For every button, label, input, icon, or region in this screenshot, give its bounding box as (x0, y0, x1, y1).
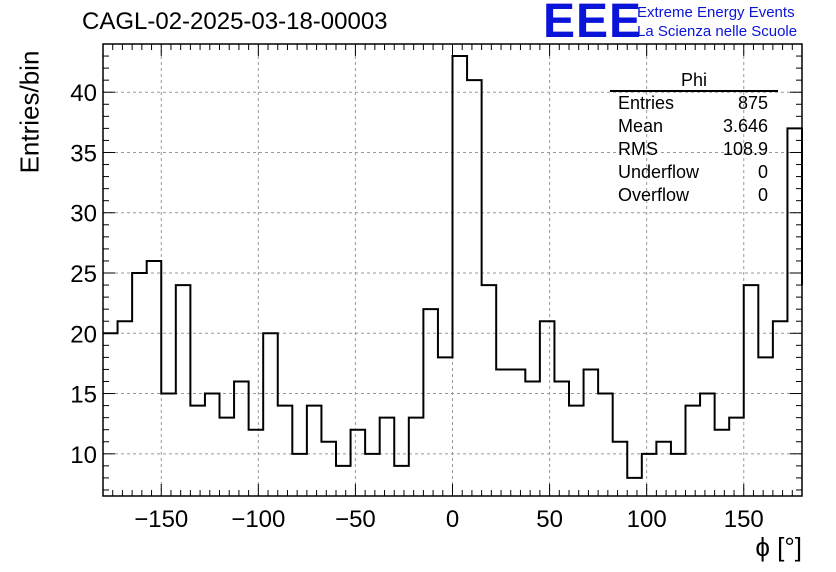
histogram-series (103, 55, 803, 479)
stats-row-mean: Mean 3.646 (610, 115, 778, 138)
stats-label: Entries (618, 93, 675, 113)
y-tick-label: 25 (70, 261, 97, 288)
chart-title: CAGL-02-2025-03-18-00003 (82, 8, 388, 35)
y-tick-label: 20 (70, 321, 97, 348)
stats-box-name: Phi (610, 70, 778, 92)
x-tick-label: 100 (627, 506, 667, 533)
stats-label: RMS (618, 139, 658, 159)
stats-row-entries: Entries 875 (610, 92, 778, 115)
stats-label: Mean (618, 116, 664, 136)
y-tick-label: 40 (70, 80, 97, 107)
stats-value: 108.9 (722, 139, 768, 159)
logo-caption: Extreme Energy Events La Scienza nelle S… (637, 3, 797, 41)
x-tick-label: −100 (231, 506, 285, 533)
y-tick-label: 35 (70, 140, 97, 167)
x-tick-label: 0 (446, 506, 459, 533)
stats-row-underflow: Underflow 0 (610, 161, 778, 184)
y-tick-label: 10 (70, 442, 97, 469)
y-axis-label: Entries/bin (14, 50, 45, 174)
stats-label: Overflow (618, 185, 690, 205)
logo-caption-line1: Extreme Energy Events (637, 4, 795, 21)
logo-caption-line2: La Scienza nelle Scuole (637, 23, 798, 40)
stats-value: 0 (757, 162, 768, 182)
x-tick-label: 50 (536, 506, 563, 533)
x-tick-label: −150 (134, 506, 188, 533)
stats-value: 875 (737, 93, 768, 113)
stats-label: Underflow (618, 162, 700, 182)
x-tick-label: −50 (335, 506, 376, 533)
stats-row-rms: RMS 108.9 (610, 138, 778, 161)
y-tick-label: 30 (70, 201, 97, 228)
stats-box: Phi Entries 875 Mean 3.646 RMS 108.9 Und… (610, 70, 778, 207)
y-tick-label: 15 (70, 382, 97, 409)
eee-logo: EEE (543, 0, 643, 48)
stats-row-overflow: Overflow 0 (610, 184, 778, 207)
stats-value: 3.646 (722, 116, 768, 136)
x-tick-label: 150 (724, 506, 764, 533)
x-axis-label: ϕ [°] (755, 532, 802, 562)
stats-value: 0 (757, 185, 768, 205)
